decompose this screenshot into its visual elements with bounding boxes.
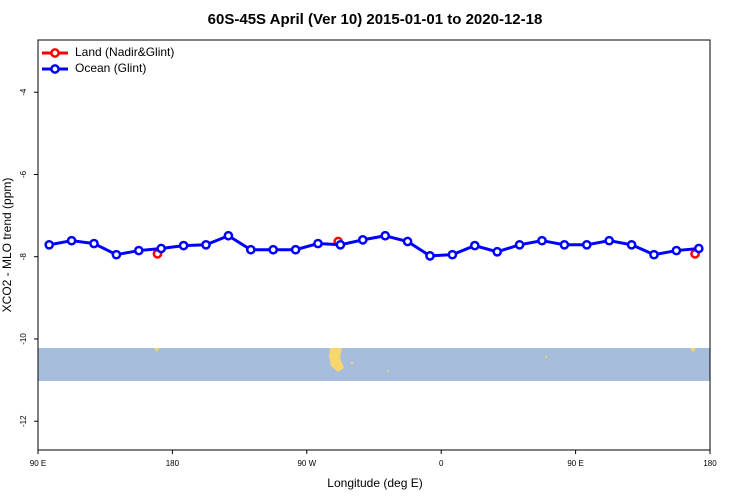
x-tick-label: 90 E xyxy=(567,459,583,468)
x-tick-label: 90 W xyxy=(297,459,316,468)
data-point xyxy=(268,244,279,255)
data-point xyxy=(89,238,99,249)
y-tick-label: -10 xyxy=(19,333,28,345)
data-point xyxy=(559,239,570,250)
data-point xyxy=(469,240,480,251)
x-tick-label: 180 xyxy=(703,459,717,468)
data-point xyxy=(223,230,234,241)
map-strip xyxy=(38,348,710,381)
legend-marker xyxy=(50,64,60,74)
data-point xyxy=(380,230,391,241)
data-point xyxy=(66,235,77,246)
data-point xyxy=(425,251,435,261)
y-tick-label: -8 xyxy=(19,253,28,261)
x-tick-label: 180 xyxy=(166,459,180,468)
data-point xyxy=(581,239,592,250)
data-point xyxy=(402,236,413,247)
data-point xyxy=(514,239,525,250)
series-line xyxy=(48,234,699,258)
data-point xyxy=(604,235,615,246)
data-point xyxy=(111,249,122,260)
x-axis-label: Longitude (deg E) xyxy=(327,476,422,490)
data-point xyxy=(447,249,458,260)
data-point xyxy=(335,239,346,250)
x-tick-label: 0 xyxy=(439,459,444,468)
legend-marker xyxy=(50,48,60,58)
y-tick-label: -6 xyxy=(19,170,28,178)
data-point xyxy=(357,235,368,245)
data-point xyxy=(290,244,301,255)
data-point xyxy=(245,244,256,255)
y-tick-label: -4 xyxy=(19,88,28,96)
legend-label: Land (Nadir&Glint) xyxy=(75,45,174,59)
data-point xyxy=(671,245,682,256)
data-point xyxy=(492,246,503,257)
data-point xyxy=(201,239,211,250)
data-point xyxy=(133,245,144,256)
chart-title: 60S-45S April (Ver 10) 2015-01-01 to 202… xyxy=(208,11,543,28)
x-tick-label: 90 E xyxy=(30,459,46,468)
data-point xyxy=(178,240,189,251)
y-tick-label: -12 xyxy=(19,415,28,427)
plot-frame xyxy=(37,39,711,451)
data-point xyxy=(626,239,637,250)
legend-label: Ocean (Glint) xyxy=(75,61,146,75)
data-point xyxy=(156,243,167,254)
data-point xyxy=(693,243,704,254)
y-axis-label: XCO2 - MLO trend (ppm) xyxy=(0,178,14,313)
data-point xyxy=(44,239,55,250)
data-point xyxy=(537,235,547,246)
data-point xyxy=(313,238,323,249)
data-point xyxy=(649,249,659,260)
